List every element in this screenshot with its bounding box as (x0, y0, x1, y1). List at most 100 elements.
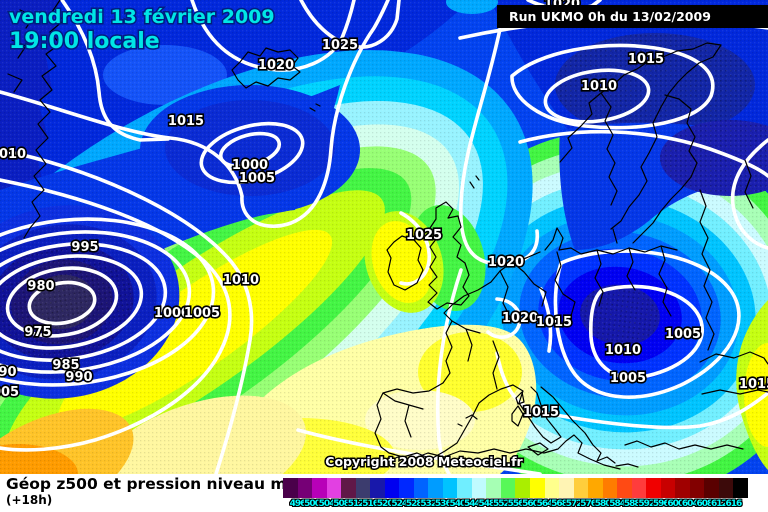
scale-tick: 588 (623, 499, 641, 509)
pressure-label: 1015 (168, 114, 204, 129)
scale-box (297, 478, 313, 498)
scale-tick: 524 (391, 499, 408, 509)
scale-box (515, 478, 531, 498)
pressure-label: 990 (0, 365, 17, 380)
run-box: Run UKMO 0h du 13/02/2009 (497, 5, 768, 28)
pressure-label: 1005 (0, 385, 19, 400)
copyright: Copyright 2008 Meteociel.fr (324, 453, 525, 471)
scale-box (326, 478, 342, 498)
pressure-label: 1000 (154, 306, 190, 321)
scale-tick: 568 (551, 499, 568, 509)
scale-tick: 512 (347, 499, 365, 509)
scale-box (370, 478, 386, 498)
scale-box (486, 478, 502, 498)
pressure-label: 1020 (258, 58, 294, 73)
scale-box (312, 478, 328, 498)
scale-box (399, 478, 415, 498)
forecast-hour: (+18h) (6, 493, 53, 507)
scale-box (384, 478, 400, 498)
scale-tick: 580 (594, 499, 612, 509)
scale-tick: 496 (289, 499, 307, 509)
pressure-label: 990 (65, 370, 92, 385)
scale-box (442, 478, 458, 498)
isobar-lines (0, 0, 768, 474)
pressure-label: 985 (52, 358, 79, 373)
scale-box (704, 478, 720, 498)
scale-tick: 552 (493, 499, 510, 509)
scale-box (573, 478, 589, 498)
scale-tick: 508 (333, 499, 350, 509)
scale-box (341, 478, 357, 498)
scale-box (733, 478, 749, 498)
scale-tick: 536 (434, 499, 452, 509)
pressure-label: 1010 (0, 147, 26, 162)
scale-box (457, 478, 473, 498)
legend-bar: Géop z500 et pression niveau mer (+18h) … (0, 474, 768, 512)
pressure-label: 980 (27, 279, 54, 294)
scale-box (355, 478, 371, 498)
pressure-label: 1010 (223, 273, 259, 288)
scale-box (631, 478, 647, 498)
pressure-label: 1025 (406, 228, 442, 243)
map-canvas: 1020102510201015101010151010100010051025… (0, 0, 768, 474)
scale-tick: 596 (652, 499, 670, 509)
pressure-label: 1005 (665, 327, 701, 342)
date-overlay: vendredi 13 février 2009 19:00 locale (8, 5, 277, 56)
pressure-label: 1020 (488, 255, 524, 270)
scale-box (544, 478, 560, 498)
pressure-label: 1015 (739, 377, 768, 392)
scale-tick: 560 (522, 499, 539, 509)
scale-box (602, 478, 618, 498)
scale-box (500, 478, 516, 498)
date-line1: vendredi 13 février 2009 (9, 6, 275, 28)
scale-tick: 576 (580, 499, 597, 509)
scale-tick: 532 (420, 499, 437, 509)
pressure-label: 1025 (322, 38, 358, 53)
pressure-label: 1015 (536, 315, 572, 330)
pressure-label: 1010 (605, 343, 641, 358)
scale-tick: 548 (478, 499, 496, 509)
scale-box (660, 478, 676, 498)
scale-tick: 612 (710, 499, 728, 509)
pressure-label: 975 (24, 325, 51, 340)
scale-box (646, 478, 662, 498)
scale-tick: 592 (638, 499, 655, 509)
scale-tick: 520 (376, 499, 394, 509)
scale-box (617, 478, 633, 498)
scale-box (471, 478, 487, 498)
pressure-label: 1000 (232, 158, 268, 173)
coastlines (7, 0, 768, 470)
scale-tick: 544 (463, 499, 481, 509)
pressure-label: 1005 (239, 171, 275, 186)
scale-tick: 516 (362, 499, 379, 509)
scale-tick: 500 (304, 499, 321, 509)
scale-tick: 504 (318, 499, 336, 509)
scale-tick: 556 (507, 499, 525, 509)
pressure-label: 1015 (628, 52, 664, 67)
run-info-text: Run UKMO 0h du 13/02/2009 (509, 9, 711, 24)
scale-box (413, 478, 429, 498)
scale-tick: 604 (681, 499, 699, 509)
scale-tick: 600 (667, 499, 684, 509)
scale-tick: 572 (565, 499, 583, 509)
scale-box (689, 478, 705, 498)
scale-tick: 608 (696, 499, 713, 509)
scale-tick: 584 (609, 499, 626, 509)
scale-box (718, 478, 734, 498)
scale-tick: 616 (725, 499, 743, 509)
legend-title: Géop z500 et pression niveau mer (6, 475, 305, 493)
pressure-label: 1010 (581, 79, 617, 94)
scale-tick: 528 (405, 499, 423, 509)
fill-regions (0, 0, 768, 474)
pressure-label: 1005 (610, 371, 646, 386)
scale-box (559, 478, 575, 498)
pressure-label: 1015 (523, 405, 559, 420)
scale-box (530, 478, 545, 498)
scale-box (588, 478, 604, 498)
scale-box (675, 478, 691, 498)
scale-tick: 540 (449, 499, 466, 509)
copyright-text: Copyright 2008 Meteociel.fr (325, 454, 523, 469)
pressure-labels-layer: 1020102510201015101010151010100010051025… (0, 0, 768, 422)
pressure-label: 1005 (184, 306, 220, 321)
